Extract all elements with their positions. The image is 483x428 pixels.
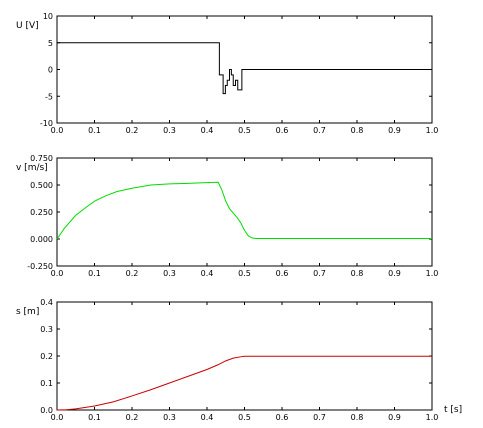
voltage-ylabel: U [V] [16, 21, 39, 31]
voltage-xtick-label: 0.5 [238, 126, 251, 135]
velocity-xtick-label: 0.5 [238, 269, 251, 278]
position-xtick-label: 0.1 [88, 413, 101, 422]
voltage-ytick-label: -5 [45, 92, 53, 101]
voltage-series-line [57, 42, 432, 95]
voltage-xtick-label: 0.9 [388, 126, 401, 135]
position-ytick-label: 0.4 [40, 298, 53, 307]
position-xtick-label: 0.6 [276, 413, 289, 422]
position-xtick-label: 0.4 [201, 413, 214, 422]
velocity-xtick-label: 0.1 [88, 269, 101, 278]
voltage-ytick-label: 0 [48, 66, 53, 75]
velocity-xtick-label: 0.3 [163, 269, 176, 278]
voltage-chart: 0.0 0.1 0.2 0.3 0.4 0.5 0.6 0.7 0.8 0.9 1.0 10 5 0 -5 -… [16, 12, 438, 135]
voltage-xtick-label: 0.8 [351, 126, 364, 135]
velocity-xtick-label: 0.8 [351, 269, 364, 278]
velocity-ylabel: v [m/s] [16, 163, 48, 173]
position-xtick-label: 0.2 [126, 413, 139, 422]
velocity-xtick-label: 0.6 [276, 269, 289, 278]
velocity-xtick-label: 0.4 [201, 269, 214, 278]
position-ytick-label: 0.2 [40, 352, 53, 361]
velocity-xtick-label: 0.2 [126, 269, 139, 278]
velocity-ytick-label: 0.250 [30, 208, 53, 217]
velocity-xtick-label: 0.0 [51, 269, 64, 278]
velocity-ytick-label: -0.250 [27, 262, 53, 271]
velocity-xtick-label: 0.7 [313, 269, 326, 278]
velocity-plot-frame [56, 157, 433, 267]
position-xtick-label: 0.8 [351, 413, 364, 422]
position-xtick-label: 0.5 [238, 413, 251, 422]
velocity-ytick-label: 0.000 [30, 235, 53, 244]
voltage-xtick-label: 0.7 [313, 126, 326, 135]
voltage-xtick-label: 1.0 [426, 126, 439, 135]
position-ytick-label: 0.0 [40, 406, 53, 415]
voltage-xtick-label: 0.4 [201, 126, 214, 135]
voltage-xtick-label: 0.6 [276, 126, 289, 135]
voltage-ytick-label: -10 [40, 119, 53, 128]
velocity-series-line [56, 181, 432, 240]
position-xlabel: t [s] [444, 405, 462, 415]
position-xtick-label: 0.9 [388, 413, 401, 422]
velocity-chart: 0.0 0.1 0.2 0.3 0.4 0.5 0.6 0.7 0.8 0.9 1.0 0.750 0.… [16, 154, 438, 278]
voltage-xtick-label: 0.0 [51, 126, 64, 135]
velocity-ytick-label: 0.500 [30, 181, 53, 190]
voltage-xtick-label: 0.1 [88, 126, 101, 135]
velocity-xtick-label: 1.0 [426, 269, 439, 278]
voltage-xtick-label: 0.2 [126, 126, 139, 135]
position-ylabel: s [m] [16, 307, 39, 317]
voltage-ytick-label: 10 [43, 12, 53, 21]
voltage-xtick-label: 0.3 [163, 126, 176, 135]
voltage-ytick-label: 5 [48, 39, 53, 48]
position-xtick-label: 1.0 [426, 413, 439, 422]
position-xtick-label: 0.0 [51, 413, 64, 422]
position-chart: 0.0 0.1 0.2 0.3 0.4 0.5 0.6 0.7 0.8 0.9 1.0 0.4 0.3 0… [16, 298, 462, 422]
velocity-xtick-label: 0.9 [388, 269, 401, 278]
position-series-line [56, 355, 432, 411]
velocity-ytick-label: 0.750 [30, 154, 53, 163]
position-ytick-label: 0.3 [40, 325, 53, 334]
position-ytick-label: 0.1 [40, 379, 53, 388]
position-xtick-label: 0.3 [163, 413, 176, 422]
position-xtick-label: 0.7 [313, 413, 326, 422]
